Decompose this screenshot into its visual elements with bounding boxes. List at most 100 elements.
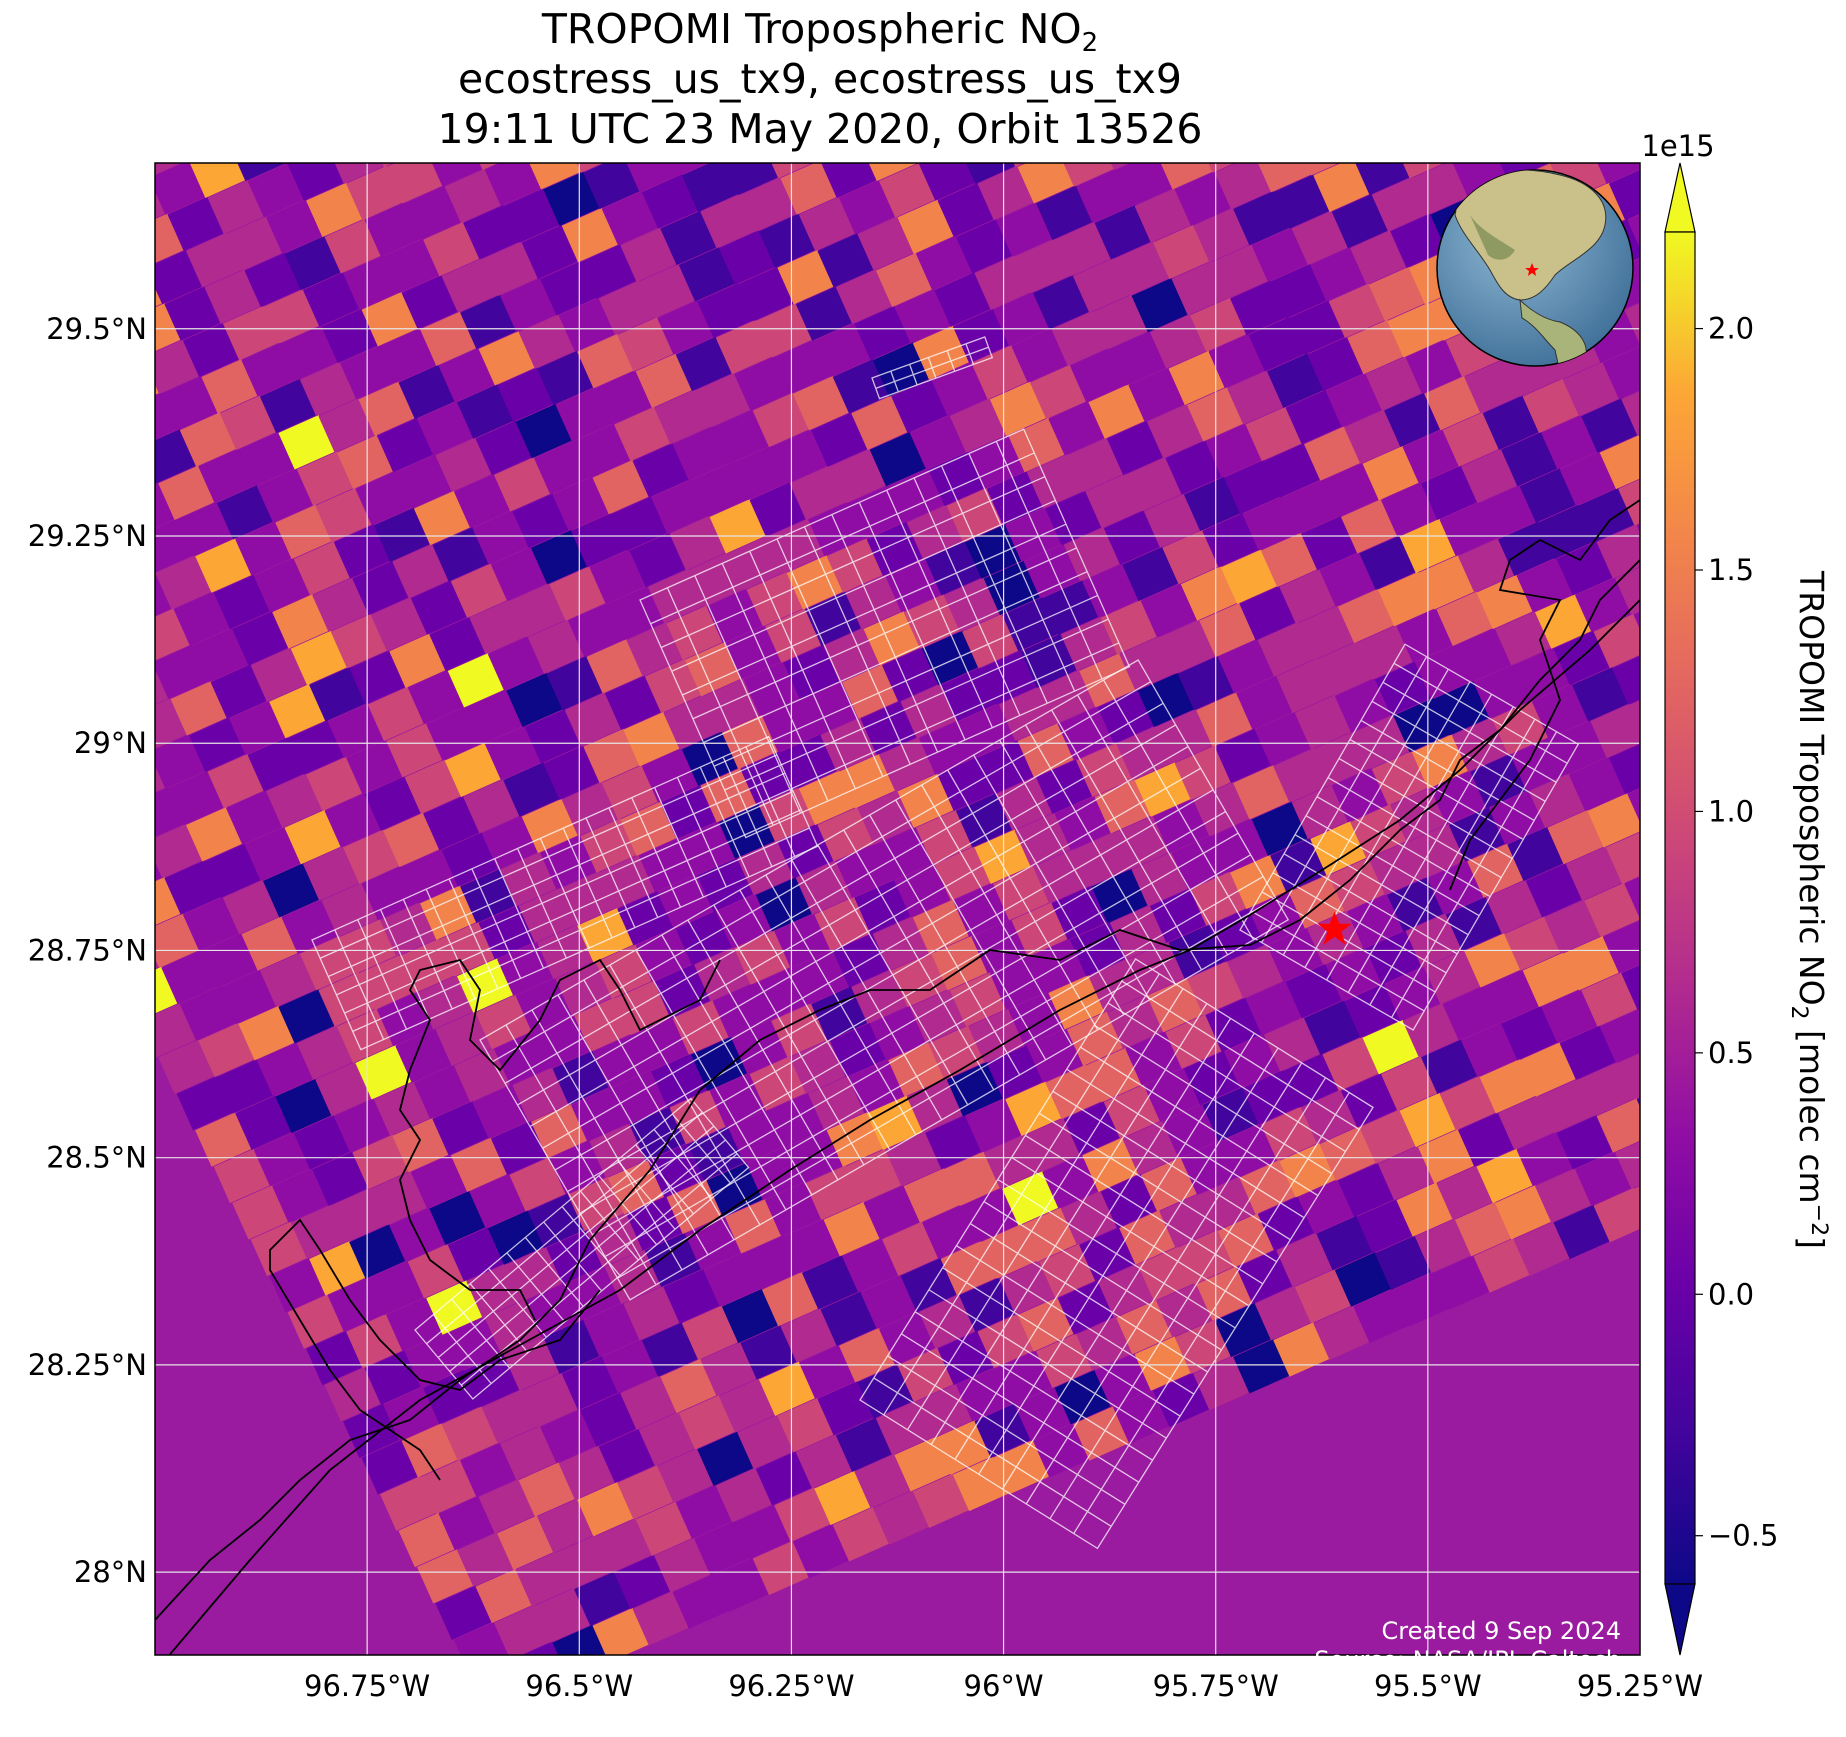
no2-pixel (1538, 1078, 1595, 1134)
no2-pixel (1377, 1145, 1435, 1201)
no2-pixel (343, 829, 400, 884)
no2-pixel (1525, 863, 1583, 918)
no2-pixel (515, 977, 573, 1033)
y-tick-label: 28°N (74, 1555, 147, 1589)
no2-pixel (620, 1375, 677, 1430)
no2-pixel (155, 823, 203, 879)
no2-pixel (832, 1507, 890, 1562)
no2-pixel (1196, 1266, 1253, 1321)
no2-pixel (346, 739, 403, 795)
no2-pixel (1026, 1028, 1084, 1083)
no2-pixel (1156, 163, 1213, 190)
no2-pixel (580, 244, 637, 299)
no2-pixel (524, 163, 582, 190)
no2-pixel (1519, 468, 1577, 523)
no2-pixel (561, 207, 619, 263)
colorbar-tick-label: 1.5 (1708, 553, 1754, 587)
no2-pixel (460, 1442, 517, 1498)
no2-pixel (173, 591, 231, 646)
no2-pixel (281, 325, 338, 380)
no2-pixel (1436, 1165, 1493, 1220)
no2-pixel (1057, 1280, 1115, 1335)
no2-pixel (318, 398, 375, 453)
no2-pixel (383, 812, 440, 868)
no2-pixel (1501, 1005, 1558, 1061)
no2-pixel (1464, 359, 1521, 414)
no2-pixel (1541, 989, 1598, 1044)
footprint-swath-g (871, 336, 994, 400)
no2-pixel (1319, 1126, 1376, 1181)
no2-pixel (1464, 933, 1521, 988)
no2-pixel (734, 356, 791, 411)
no2-pixel (290, 630, 348, 686)
no2-pixel (780, 1308, 837, 1363)
no2-pixel (971, 345, 1028, 400)
no2-pixel (1624, 865, 1640, 921)
no2-pixel (1596, 1098, 1640, 1153)
no2-pixel (1479, 485, 1537, 540)
no2-pixel (210, 664, 268, 719)
no2-pixel (1178, 82, 1234, 136)
no2-pixel (1578, 1061, 1635, 1117)
no2-pixel (361, 865, 419, 921)
no2-pixel (1193, 1355, 1250, 1411)
no2-pixel (509, 583, 566, 638)
no2-pixel (1421, 465, 1478, 520)
no2-pixel (306, 1330, 363, 1386)
no2-pixel (1316, 641, 1373, 697)
no2-pixel (87, 230, 143, 284)
no2-pixel (823, 1201, 881, 1257)
no2-pixel (931, 935, 988, 991)
x-tick-label: 95.75°W (1153, 1669, 1279, 1703)
no2-pixel (586, 639, 643, 694)
no2-pixel (195, 1112, 252, 1167)
no2-pixel (266, 199, 323, 254)
no2-pixel (1020, 1207, 1078, 1262)
no2-pixel (657, 1448, 714, 1503)
no2-pixel (450, 1137, 508, 1192)
no2-pixel (1531, 683, 1589, 739)
no2-pixel (962, 613, 1019, 669)
no2-pixel (1214, 728, 1272, 784)
no2-pixel (1482, 395, 1540, 450)
no2-pixel (956, 219, 1013, 274)
no2-pixel (1137, 672, 1195, 728)
no2-pixel (712, 1557, 770, 1612)
colorbar-multiplier: 1e15 (1641, 129, 1714, 163)
no2-pixel (1458, 1112, 1515, 1167)
no2-pixel (527, 1193, 585, 1248)
no2-pixel (620, 227, 677, 282)
no2-pixel (1073, 258, 1130, 313)
coastline-bay (399, 958, 721, 1321)
no2-pixel (222, 305, 280, 361)
no2-pixel (1069, 347, 1127, 403)
no2-pixel (567, 602, 625, 658)
no2-pixel (155, 1003, 197, 1058)
no2-pixel (688, 1126, 745, 1181)
no2-pixel (1615, 1134, 1640, 1190)
no2-pixel (1033, 849, 1090, 904)
no2-pixel (983, 560, 1041, 616)
no2-pixel (817, 1381, 874, 1436)
no2-pixel (1384, 392, 1441, 448)
no2-pixel (1119, 636, 1176, 691)
no2-pixel (1180, 566, 1238, 621)
no2-pixel (478, 1479, 536, 1534)
no2-pixel (284, 809, 342, 865)
no2-pixel (962, 1187, 1019, 1243)
no2-pixel (185, 233, 243, 288)
no2-pixel (518, 314, 576, 369)
no2-pixel (774, 1487, 831, 1542)
no2-pixel (435, 1011, 492, 1066)
no2-pixel (1230, 854, 1287, 910)
no2-pixel (570, 1087, 628, 1142)
y-tick-label: 28.75°N (28, 933, 147, 967)
no2-pixel (675, 336, 733, 392)
no2-pixel (598, 1428, 656, 1484)
no2-pixel (657, 300, 714, 355)
no2-pixel (312, 1151, 369, 1206)
no2-pixel (263, 289, 320, 344)
no2-pixel (712, 409, 770, 464)
no2-pixel (792, 949, 850, 1005)
no2-pixel (1128, 941, 1185, 996)
